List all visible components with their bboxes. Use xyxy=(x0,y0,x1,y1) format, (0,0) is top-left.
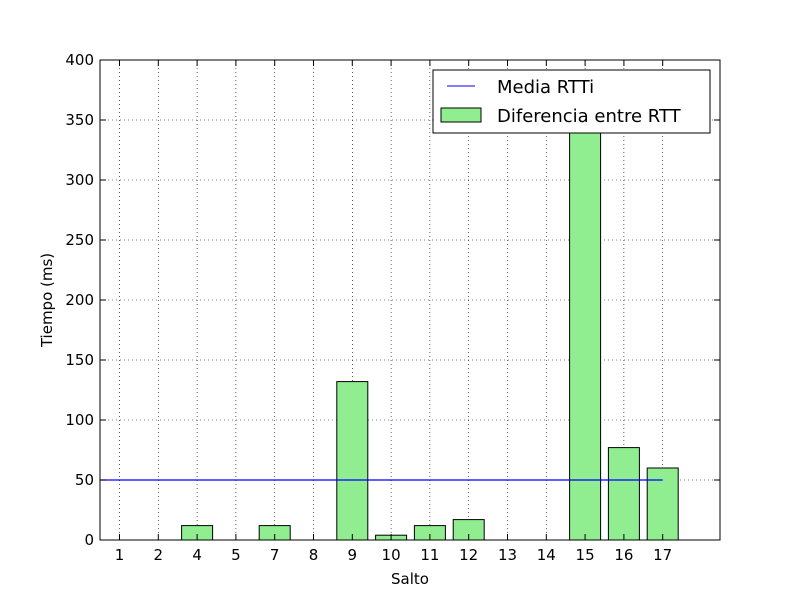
x-axis-label: Salto xyxy=(391,570,429,588)
x-tick-label: 4 xyxy=(192,546,202,564)
legend-label-series: Diferencia entre RTT xyxy=(497,106,682,127)
x-tick-label: 15 xyxy=(576,546,595,564)
bars xyxy=(181,95,679,541)
y-tick-label: 100 xyxy=(65,411,94,429)
bar xyxy=(336,381,369,541)
x-tick-label: 12 xyxy=(459,546,478,564)
bar xyxy=(646,467,679,541)
y-tick-label: 50 xyxy=(75,471,94,489)
y-tick-label: 300 xyxy=(65,171,94,189)
bar xyxy=(569,95,602,541)
y-tick-label: 400 xyxy=(65,51,94,69)
y-axis-label: Tiempo (ms) xyxy=(38,253,56,348)
y-tick-label: 0 xyxy=(84,531,94,549)
x-tick-label: 7 xyxy=(270,546,280,564)
y-tick-label: 150 xyxy=(65,351,94,369)
bar xyxy=(607,447,640,541)
x-tick-label: 5 xyxy=(231,546,241,564)
x-tick-label: 2 xyxy=(154,546,164,564)
x-tick-label: 14 xyxy=(537,546,556,564)
legend-bar-swatch xyxy=(440,107,482,123)
ticks xyxy=(100,59,720,541)
x-tick-label: 1 xyxy=(115,546,125,564)
y-tick-label: 200 xyxy=(65,291,94,309)
x-tick-label: 11 xyxy=(420,546,439,564)
legend-label-reference: Media RTTi xyxy=(497,77,594,98)
x-tick-label: 13 xyxy=(498,546,517,564)
legend: Media RTTi Diferencia entre RTT xyxy=(432,69,711,134)
x-tick-label: 8 xyxy=(309,546,319,564)
x-tick-label: 9 xyxy=(348,546,358,564)
x-tick-label: 16 xyxy=(614,546,633,564)
y-tick-label: 250 xyxy=(65,231,94,249)
y-tick-label: 350 xyxy=(65,111,94,129)
x-tick-label: 10 xyxy=(382,546,401,564)
x-tick-label: 17 xyxy=(653,546,672,564)
